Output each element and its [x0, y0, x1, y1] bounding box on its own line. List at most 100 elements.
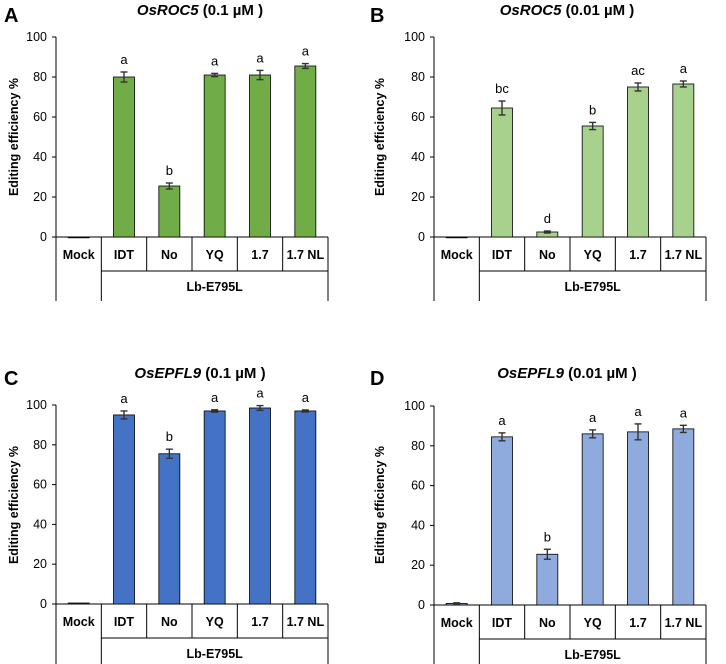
y-axis-label: Editing efficiency % [373, 78, 387, 196]
bar [294, 65, 317, 238]
bar [491, 436, 513, 606]
x-tick-label: 1.7 [251, 248, 268, 262]
y-tick-label: 0 [40, 597, 47, 611]
x-tick-label: Mock [441, 248, 473, 262]
panel-a: A OsROC5 (0.1 µM ) Editing efficiency % … [4, 2, 329, 301]
significance-label: d [544, 211, 551, 226]
bar [158, 185, 181, 238]
panel-title: OsROC5 (0.01 µM ) [500, 2, 635, 19]
panel-letter: C [4, 368, 18, 390]
significance-label: a [680, 405, 688, 420]
significance-label: a [256, 50, 264, 65]
bar [249, 407, 271, 605]
x-group-label: Lb-E795L [187, 647, 244, 661]
bar [445, 236, 468, 239]
plot-area: 0 20 40 60 80 100 Lb-E795L Mock a IDT b No a YQ a 1.7 a 1… [26, 30, 329, 301]
bar [627, 431, 649, 606]
x-tick-label: 1.7 [629, 248, 646, 262]
significance-label: b [166, 163, 173, 178]
y-tick-label: 40 [411, 518, 425, 532]
y-axis-label: Editing efficiency % [373, 446, 387, 564]
significance-label: b [544, 529, 551, 544]
significance-label: b [589, 102, 596, 117]
bar [203, 74, 226, 238]
y-tick-label: 100 [26, 30, 47, 44]
significance-label: a [120, 52, 128, 67]
x-group-label: Lb-E795L [187, 280, 244, 294]
bar [67, 236, 90, 239]
bar [158, 453, 181, 605]
significance-label: a [211, 390, 219, 405]
x-tick-label: Mock [441, 616, 473, 630]
y-tick-label: 20 [33, 557, 47, 571]
significance-label: ac [631, 63, 645, 78]
y-tick-label: 40 [33, 517, 47, 531]
panel-title-concentration: (0.1 µM ) [205, 365, 265, 382]
x-tick-label: IDT [492, 248, 513, 262]
bar [113, 414, 135, 605]
significance-label: a [302, 390, 310, 405]
panel-c: C OsEPFL9 (0.1 µM ) Editing efficiency %… [4, 365, 329, 664]
y-tick-label: 100 [404, 399, 425, 413]
y-tick-label: 80 [411, 70, 425, 84]
plot-area: 0 20 40 60 80 100 Lb-E795L Mock a IDT b No a YQ a 1.7 a 1… [404, 399, 707, 664]
x-tick-label: No [161, 248, 178, 262]
y-tick-label: 100 [404, 30, 425, 44]
y-tick-label: 80 [33, 70, 47, 84]
panel-title: OsEPFL9 (0.01 µM ) [497, 365, 637, 382]
x-tick-label: IDT [114, 615, 135, 629]
y-tick-label: 80 [33, 438, 47, 452]
x-tick-label: 1.7 [629, 616, 646, 630]
x-tick-label: IDT [114, 248, 135, 262]
y-tick-label: 20 [33, 190, 47, 204]
y-tick-label: 80 [411, 439, 425, 453]
bar [113, 76, 135, 238]
panel-title-concentration: (0.01 µM ) [566, 2, 635, 19]
y-tick-label: 40 [411, 150, 425, 164]
x-tick-label: No [539, 248, 556, 262]
x-tick-label: 1.7 NL [287, 615, 325, 629]
significance-label: a [589, 410, 597, 425]
x-tick-label: 1.7 NL [665, 616, 703, 630]
panel-title-gene: OsEPFL9 [497, 365, 564, 382]
x-group-label: Lb-E795L [565, 280, 622, 294]
bar [581, 125, 604, 238]
x-tick-label: 1.7 NL [287, 248, 325, 262]
y-tick-label: 100 [26, 398, 47, 412]
panel-title-concentration: (0.1 µM ) [203, 2, 263, 19]
y-tick-label: 20 [411, 558, 425, 572]
bar [491, 107, 513, 238]
significance-label: b [166, 429, 173, 444]
x-tick-label: No [539, 616, 556, 630]
y-tick-label: 20 [411, 190, 425, 204]
panel-title: OsROC5 (0.1 µM ) [137, 2, 263, 19]
x-tick-label: 1.7 NL [665, 248, 703, 262]
x-tick-label: IDT [492, 616, 513, 630]
x-tick-label: Mock [63, 615, 95, 629]
significance-label: a [498, 413, 506, 428]
bar [581, 433, 604, 606]
significance-label: a [634, 404, 642, 419]
bar [672, 83, 695, 238]
y-tick-label: 60 [33, 110, 47, 124]
x-tick-label: 1.7 [251, 615, 268, 629]
x-tick-label: Mock [63, 248, 95, 262]
bar [672, 428, 695, 606]
plot-area: 0 20 40 60 80 100 Lb-E795L Mock a IDT b No a YQ a 1.7 a 1… [26, 386, 329, 664]
x-tick-label: YQ [584, 616, 602, 630]
x-tick-label: No [161, 615, 178, 629]
plot-area: 0 20 40 60 80 100 Lb-E795L Mock bc IDT d No b YQ ac 1.7… [404, 30, 707, 301]
y-tick-label: 60 [33, 478, 47, 492]
panel-b: B OsROC5 (0.01 µM ) Editing efficiency %… [370, 2, 707, 301]
panel-title-gene: OsROC5 [500, 2, 562, 19]
x-tick-label: YQ [206, 615, 224, 629]
panel-d: D OsEPFL9 (0.01 µM ) Editing efficiency … [370, 365, 707, 664]
y-tick-label: 60 [411, 479, 425, 493]
panel-title-gene: OsEPFL9 [134, 365, 201, 382]
significance-label: a [211, 53, 219, 68]
x-tick-label: YQ [584, 248, 602, 262]
x-group-label: Lb-E795L [565, 648, 622, 662]
significance-label: a [680, 61, 688, 76]
bar [249, 74, 271, 238]
